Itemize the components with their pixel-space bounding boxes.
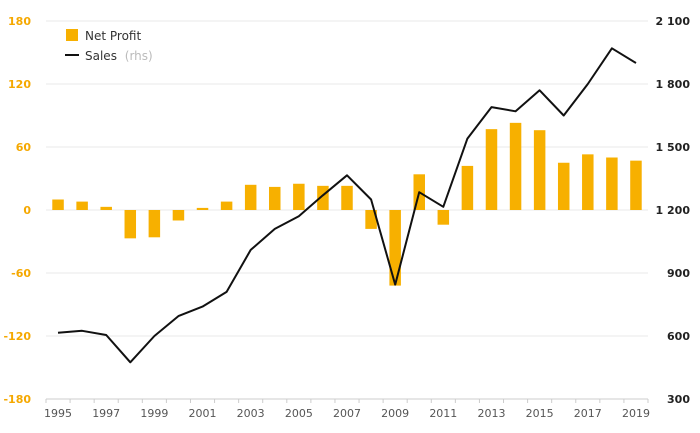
bar-net-profit [582, 154, 594, 210]
y-right-tick-label: 1 500 [656, 141, 691, 154]
bar-net-profit [557, 162, 570, 210]
bar-net-profit [293, 183, 305, 210]
legend-label-sales: Sales (rhs) [85, 49, 153, 63]
x-tick-label: 1995 [44, 407, 72, 420]
bar-net-profit [437, 210, 450, 225]
x-tick-label: 1999 [140, 407, 168, 420]
x-tick-label: 1997 [92, 407, 120, 420]
y-right-tick-label: 1 200 [656, 204, 691, 217]
bar-net-profit [52, 199, 64, 210]
x-tick-label: 2003 [237, 407, 265, 420]
bar-net-profit [148, 210, 161, 238]
x-tick-label: 2011 [429, 407, 457, 420]
bar-net-profit [630, 160, 642, 210]
bar-net-profit [509, 122, 522, 210]
line-sales [57, 47, 637, 364]
line-series-sales [57, 47, 637, 364]
legend-label-net-profit: Net Profit [85, 29, 141, 43]
bar-net-profit [485, 129, 498, 210]
bar-net-profit [365, 210, 377, 229]
bar-net-profit [124, 210, 137, 239]
legend-swatch-net-profit [66, 29, 78, 41]
bar-net-profit [269, 186, 281, 210]
bar-net-profit [606, 157, 618, 210]
x-tick-label: 2005 [285, 407, 313, 420]
y-right-tick-label: 300 [667, 393, 690, 406]
y-left-tick-label: 60 [16, 141, 32, 154]
x-tick-label: 2009 [381, 407, 409, 420]
legend: Net Profit Sales (rhs) [65, 29, 153, 63]
bar-net-profit [533, 130, 546, 210]
x-tick-label: 2001 [189, 407, 217, 420]
x-tick-label: 2017 [574, 407, 602, 420]
x-tick-label: 2007 [333, 407, 361, 420]
y-right-tick-label: 900 [667, 267, 690, 280]
grid-lines [46, 20, 648, 337]
y-left-tick-label: -180 [3, 393, 31, 406]
y-left-tick-label: -120 [3, 330, 31, 343]
legend-label-sales-name: Sales [85, 49, 117, 63]
y-right-tick-label: 2 100 [656, 15, 691, 28]
legend-label-sales-note: (rhs) [125, 49, 153, 63]
bar-net-profit [461, 165, 474, 210]
bar-net-profit [220, 201, 233, 210]
y-left-tick-label: -60 [11, 267, 31, 280]
bar-net-profit [76, 201, 88, 210]
y-right-tick-label: 1 800 [656, 78, 691, 91]
bar-net-profit [172, 210, 185, 221]
x-tick-label: 2015 [526, 407, 554, 420]
x-tick-label: 2013 [477, 407, 505, 420]
bar-net-profit [389, 210, 401, 286]
y-right-tick-label: 600 [667, 330, 690, 343]
y-left-tick-label: 120 [8, 78, 31, 91]
bar-net-profit [244, 184, 257, 210]
bar-net-profit [317, 185, 329, 210]
x-tick-label: 2019 [622, 407, 650, 420]
bar-net-profit [196, 207, 209, 210]
y-left-tick-label: 0 [23, 204, 31, 217]
bar-net-profit [100, 206, 112, 210]
y-left-tick-label: 180 [8, 15, 31, 28]
bar-net-profit [341, 185, 353, 210]
